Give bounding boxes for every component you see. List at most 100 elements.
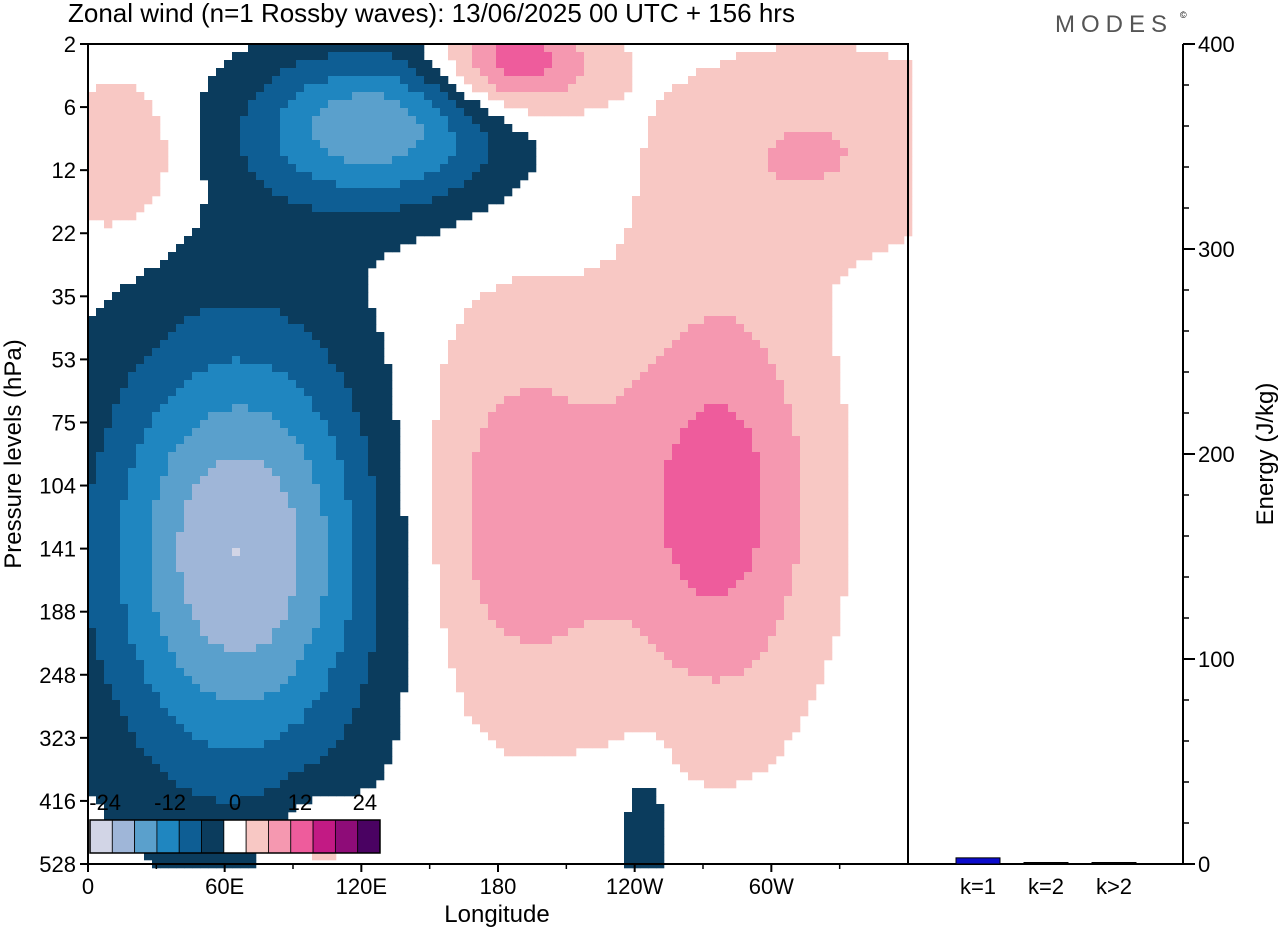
field-cell bbox=[640, 388, 649, 397]
field-cell bbox=[664, 172, 673, 181]
field-cell bbox=[272, 244, 281, 253]
field-cell bbox=[280, 188, 289, 197]
field-cell bbox=[456, 340, 465, 349]
field-cell bbox=[328, 524, 337, 533]
field-cell bbox=[648, 380, 657, 389]
field-cell bbox=[304, 340, 313, 349]
field-cell bbox=[360, 420, 369, 429]
field-cell bbox=[744, 436, 753, 445]
field-cell bbox=[552, 412, 561, 421]
field-cell bbox=[96, 204, 105, 213]
field-cell bbox=[824, 300, 833, 309]
field-cell bbox=[560, 388, 569, 397]
field-cell bbox=[232, 388, 241, 397]
field-cell bbox=[384, 148, 393, 157]
field-cell bbox=[264, 204, 273, 213]
field-cell bbox=[600, 372, 609, 381]
field-cell bbox=[536, 324, 545, 333]
field-cell bbox=[768, 324, 777, 333]
field-cell bbox=[216, 84, 225, 93]
field-cell bbox=[144, 324, 153, 333]
field-cell bbox=[584, 292, 593, 301]
field-cell bbox=[704, 524, 713, 533]
field-cell bbox=[376, 484, 385, 493]
field-cell bbox=[152, 340, 161, 349]
field-cell bbox=[520, 436, 529, 445]
field-cell bbox=[296, 348, 305, 357]
field-cell bbox=[168, 460, 177, 469]
field-cell bbox=[880, 60, 889, 69]
field-cell bbox=[128, 508, 137, 517]
field-cell bbox=[816, 444, 825, 453]
field-cell bbox=[856, 252, 865, 261]
field-cell bbox=[432, 108, 441, 117]
field-cell bbox=[752, 124, 761, 133]
field-cell bbox=[440, 132, 449, 141]
field-cell bbox=[824, 204, 833, 213]
field-cell bbox=[128, 196, 137, 205]
field-cell bbox=[256, 420, 265, 429]
field-cell bbox=[312, 348, 321, 357]
field-cell bbox=[344, 516, 353, 525]
field-cell bbox=[648, 268, 657, 277]
field-cell bbox=[328, 348, 337, 357]
field-cell bbox=[496, 44, 505, 53]
field-cell bbox=[272, 492, 281, 501]
field-cell bbox=[520, 140, 529, 149]
field-cell bbox=[808, 396, 817, 405]
field-cell bbox=[584, 84, 593, 93]
field-cell bbox=[328, 108, 337, 117]
field-cell bbox=[672, 252, 681, 261]
field-cell bbox=[872, 52, 881, 61]
field-cell bbox=[336, 236, 345, 245]
field-cell bbox=[592, 372, 601, 381]
field-cell bbox=[472, 484, 481, 493]
field-cell bbox=[328, 340, 337, 349]
field-cell bbox=[240, 388, 249, 397]
field-cell bbox=[128, 148, 137, 157]
field-cell bbox=[512, 68, 521, 77]
field-cell bbox=[728, 308, 737, 317]
field-cell bbox=[800, 348, 809, 357]
field-cell bbox=[608, 68, 617, 77]
field-cell bbox=[584, 436, 593, 445]
field-cell bbox=[248, 340, 257, 349]
field-cell bbox=[328, 92, 337, 101]
field-cell bbox=[456, 172, 465, 181]
field-cell bbox=[528, 460, 537, 469]
field-cell bbox=[376, 500, 385, 509]
field-cell bbox=[504, 316, 513, 325]
field-cell bbox=[344, 124, 353, 133]
field-cell bbox=[328, 268, 337, 277]
field-cell bbox=[176, 492, 185, 501]
field-cell bbox=[328, 228, 337, 237]
field-cell bbox=[416, 228, 425, 237]
field-cell bbox=[728, 468, 737, 477]
field-cell bbox=[136, 196, 145, 205]
field-cell bbox=[152, 284, 161, 293]
field-cell bbox=[800, 132, 809, 141]
field-cell bbox=[112, 292, 121, 301]
field-cell bbox=[200, 124, 209, 133]
field-cell bbox=[280, 228, 289, 237]
field-cell bbox=[184, 412, 193, 421]
field-cell bbox=[712, 228, 721, 237]
field-cell bbox=[592, 428, 601, 437]
field-cell bbox=[408, 68, 417, 77]
field-cell bbox=[536, 100, 545, 109]
field-cell bbox=[800, 428, 809, 437]
field-cell bbox=[784, 332, 793, 341]
field-cell bbox=[520, 364, 529, 373]
field-cell bbox=[640, 508, 649, 517]
field-cell bbox=[296, 172, 305, 181]
field-cell bbox=[120, 172, 129, 181]
field-cell bbox=[456, 372, 465, 381]
field-cell bbox=[840, 60, 849, 69]
field-cell bbox=[672, 172, 681, 181]
field-cell bbox=[168, 268, 177, 277]
field-cell bbox=[688, 516, 697, 525]
field-cell bbox=[672, 228, 681, 237]
field-cell bbox=[640, 332, 649, 341]
field-cell bbox=[88, 428, 97, 437]
field-cell bbox=[720, 204, 729, 213]
